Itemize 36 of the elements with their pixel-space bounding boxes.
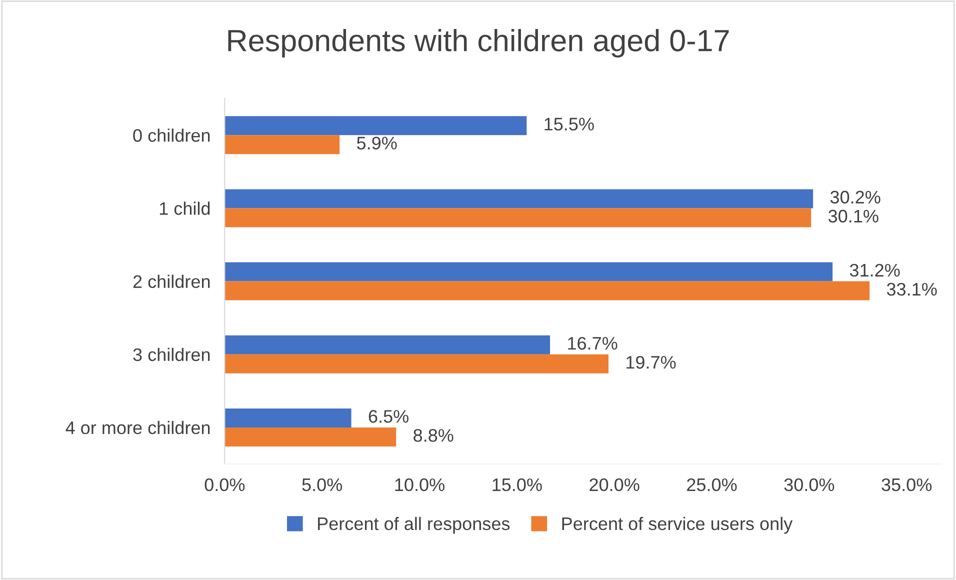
- x-tick-label: 20.0%: [590, 478, 640, 492]
- data-label: 16.7%: [568, 336, 618, 350]
- bar: [224, 262, 833, 282]
- bar: [224, 189, 814, 208]
- bar: [224, 281, 870, 300]
- y-tick-label: 1 child: [160, 202, 210, 215]
- bar: [224, 335, 550, 354]
- data-label: 19.7%: [626, 356, 676, 369]
- data-label: 5.9%: [357, 136, 397, 150]
- x-tick-label: 0.0%: [204, 478, 245, 492]
- chart-title: Respondents with children aged 0-17: [228, 29, 729, 58]
- x-tick-label: 25.0%: [687, 478, 737, 492]
- data-label: 15.5%: [544, 118, 594, 130]
- bar: [224, 116, 527, 136]
- bar: [224, 354, 608, 374]
- data-label: 30.2%: [830, 190, 880, 204]
- x-tick-label: 10.0%: [395, 478, 444, 492]
- y-tick-label: 3 children: [133, 348, 210, 362]
- bar: [224, 135, 340, 154]
- data-label: 31.2%: [850, 264, 900, 277]
- y-tick-label: 2 children: [133, 274, 210, 288]
- legend-label: Percent of all responses: [318, 516, 510, 534]
- y-tick-label: 4 or more children: [66, 420, 210, 434]
- data-label: 30.1%: [828, 210, 878, 223]
- data-label: 33.1%: [886, 282, 937, 296]
- data-label: 8.8%: [414, 429, 454, 442]
- x-tick-label: 5.0%: [302, 478, 342, 492]
- legend-label: Percent of service users only: [562, 516, 793, 534]
- bar: [224, 408, 352, 428]
- x-tick-label: 35.0%: [882, 478, 932, 492]
- bar: [224, 208, 812, 228]
- bar: [224, 427, 396, 446]
- data-label: 6.5%: [368, 410, 408, 423]
- x-tick-label: 15.0%: [492, 478, 542, 492]
- x-tick-label: 30.0%: [784, 478, 834, 492]
- y-tick-label: 0 children: [133, 128, 210, 142]
